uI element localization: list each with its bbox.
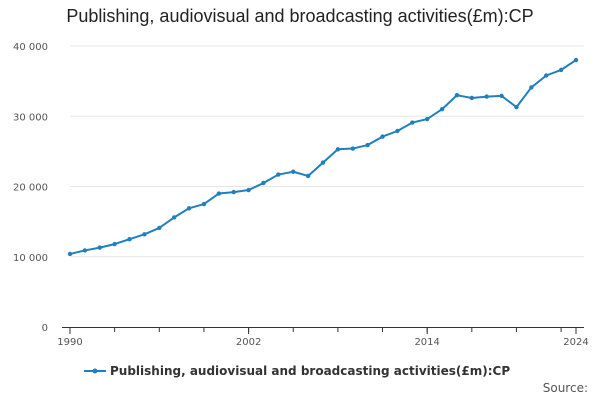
data-point [469,95,475,101]
chart-title: Publishing, audiovisual and broadcasting… [66,6,534,26]
data-point [573,57,579,63]
data-point [305,173,311,179]
data-point [499,93,504,99]
data-point [350,146,355,151]
data-point [335,147,341,152]
data-point [395,128,400,134]
source-label: Source: [542,381,588,395]
data-point [544,73,549,78]
x-tick-label: 1990 [57,337,82,348]
data-point [112,241,117,247]
y-tick-label: 40 000 [13,42,48,53]
data-point [291,169,296,174]
data-point [529,85,534,90]
data-point [246,187,251,193]
data-point [276,172,281,177]
data-point [424,116,430,122]
data-point [410,120,415,125]
data-point [439,107,445,112]
data-point [380,134,385,139]
data-point [127,236,132,242]
data-point [514,104,519,110]
y-tick-label: 10 000 [13,253,48,264]
x-tick-label: 2014 [414,337,439,348]
y-tick-label: 0 [42,323,48,334]
data-point [67,251,73,257]
data-point [365,142,370,148]
data-point [97,245,102,250]
x-tick-label: 2002 [236,337,261,348]
data-point [157,225,162,231]
data-point [454,92,460,98]
legend-swatch [84,368,106,374]
data-point [320,160,326,165]
y-tick-label: 20 000 [13,183,48,194]
data-point [171,215,177,220]
legend[interactable]: Publishing, audiovisual and broadcasting… [84,364,510,378]
data-point [261,180,266,186]
data-point [142,232,147,237]
data-point [216,191,222,196]
data-point [82,248,88,253]
legend-label: Publishing, audiovisual and broadcasting… [110,364,511,378]
data-point [558,67,564,73]
data-point [201,201,207,207]
y-tick-label: 30 000 [13,112,48,123]
data-point [186,206,192,211]
data-point [484,94,489,99]
data-point [231,189,236,195]
x-tick-label: 2024 [563,337,588,348]
series-line [69,59,577,255]
